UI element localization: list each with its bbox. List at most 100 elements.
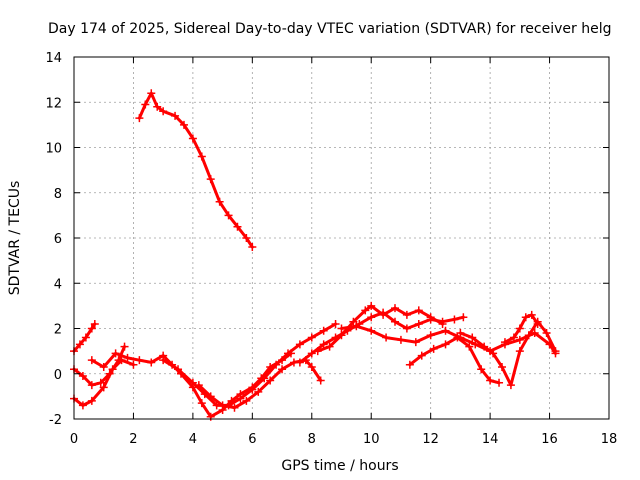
series-s5 [135,89,257,252]
y-tick-label: 14 [45,51,62,66]
data-point [391,304,399,313]
x-tick-label: 6 [248,432,256,447]
data-point [197,399,206,408]
data-point [319,326,328,335]
data-point [453,333,462,342]
data-point [506,381,515,390]
data-point [456,329,465,338]
data-point [179,120,188,129]
data-point [90,319,99,328]
data-point [248,243,257,252]
data-point [233,222,242,231]
data-point [429,344,438,353]
data-point [426,313,435,322]
data-point [295,340,304,349]
data-point [242,396,251,405]
data-point [129,360,138,369]
data-point [551,347,560,356]
data-point [489,349,498,358]
data-point [87,324,96,333]
data-point [521,313,530,322]
x-tick-label: 12 [422,432,439,447]
data-point [414,319,423,328]
data-point [515,347,524,356]
data-point [459,313,468,322]
data-point [515,324,524,333]
y-tick-label: 4 [54,277,62,292]
y-tick-label: -2 [49,413,62,428]
data-point [194,381,203,390]
data-point [438,319,447,328]
data-point [465,342,474,351]
x-tick-label: 2 [129,432,137,447]
data-point [278,365,287,374]
data-point [515,335,524,344]
data-point [218,401,227,410]
y-tick-labels: -2 0 2 4 6 8 10 12 14 [45,51,62,428]
data-point [78,372,87,381]
data-point [266,376,275,385]
data-point [135,114,144,123]
data-point [349,317,358,326]
data-point [295,358,304,367]
data-point [480,342,489,351]
data-point [174,365,183,374]
y-tick-label: 10 [45,142,62,157]
data-point [319,340,328,349]
data-point [188,134,197,143]
data-point [159,356,168,365]
data-point [509,333,518,342]
x-axis-title: GPS time / hours [281,458,398,474]
y-tick-label: 12 [45,96,62,111]
data-point [153,102,162,111]
data-point [486,376,495,385]
data-point [411,338,420,347]
y-tick-label: 0 [54,368,62,383]
series-line [503,313,540,344]
data-point [159,107,168,116]
data-point [230,403,239,412]
data-point [215,197,224,206]
data-point [527,310,536,319]
data-point [441,340,450,349]
data-point [307,349,316,358]
data-point [352,322,361,331]
data-point [284,349,292,358]
data-point [87,356,96,365]
data-point [542,329,551,338]
data-point [96,378,105,387]
data-point [331,319,340,328]
data-point [260,374,269,383]
x-tick-label: 14 [482,432,499,447]
x-tick-label: 10 [363,432,380,447]
data-point [87,396,96,405]
data-point [117,356,126,365]
x-tick-labels: 0 2 4 6 8 10 12 14 16 18 [70,432,617,447]
series-s7 [194,356,325,412]
data-point [325,342,334,351]
data-point [382,333,391,342]
data-point [316,376,325,385]
data-point [254,387,263,396]
data-point [441,326,450,335]
data-point [99,362,108,371]
chart-title: Day 174 of 2025, Sidereal Day-to-day VTE… [48,21,611,37]
data-point [379,310,388,319]
data-point [123,353,132,362]
data-point [414,306,423,315]
data-point [495,378,504,387]
series-s11 [405,333,504,387]
data-point [367,301,376,310]
data-point [396,335,405,344]
data-point [87,381,96,390]
y-tick-label: 8 [54,187,62,202]
y-axis-title: SDTVAR / TECUs [7,181,23,296]
data-point [450,315,459,324]
data-point [498,362,506,371]
data-point [272,360,281,369]
x-tick-label: 0 [70,432,78,447]
series-line [197,358,323,410]
data-point [108,365,117,374]
data-point [337,331,346,340]
